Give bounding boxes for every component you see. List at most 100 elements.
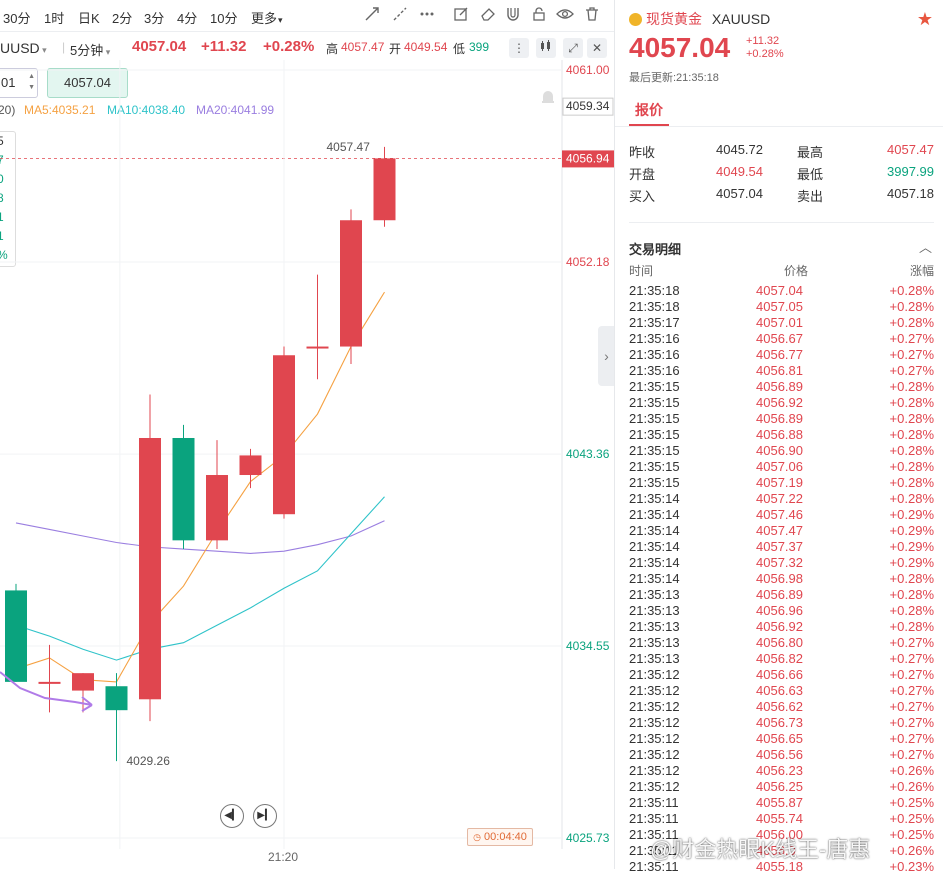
trade-time: 21:35:17 [629, 315, 680, 330]
trade-time: 21:35:16 [629, 331, 680, 346]
trade-row: 21:35:15 4056.90 +0.28% [629, 443, 934, 459]
price-input[interactable]: 4057.04 [47, 68, 128, 98]
candle-style-icon[interactable] [536, 38, 556, 58]
timeframe-10m[interactable]: 10分 [210, 11, 238, 26]
trade-change: +0.27% [889, 731, 934, 746]
trade-change: +0.27% [889, 651, 934, 666]
ma20-legend: MA20:4041.99 [196, 103, 275, 117]
ohlc-tooltip: 5 7 0 8 1 1 % [0, 131, 16, 267]
ma5-legend: MA5:4035.21 [24, 103, 96, 117]
trade-change: +0.27% [889, 667, 934, 682]
lock-icon[interactable] [529, 6, 549, 26]
trade-row: 21:35:13 4056.80 +0.27% [629, 635, 934, 651]
magnet-icon[interactable] [503, 6, 523, 26]
trade-price: 4056.92 [756, 395, 803, 410]
trade-row: 21:35:13 4056.89 +0.28% [629, 587, 934, 603]
trade-time: 21:35:12 [629, 715, 680, 730]
timeframe-30m[interactable]: 30分 [3, 11, 31, 26]
timeframe-daily[interactable]: 日K [78, 11, 100, 26]
divider: | [62, 40, 66, 54]
y-tick-label: 4043.36 [566, 447, 610, 461]
trade-change: +0.27% [889, 699, 934, 714]
y-tick-label: 4061.00 [566, 63, 610, 77]
divider [615, 126, 943, 127]
divider [629, 222, 934, 223]
quantity-stepper[interactable]: 01 ▲ ▼ [0, 68, 38, 98]
more-timeframes-dropdown[interactable]: 更多 [251, 8, 283, 27]
dots-icon[interactable] [417, 6, 437, 26]
candle-countdown: ◷ 00:04:40 [467, 828, 533, 846]
candle-body [273, 355, 295, 515]
alert-bell-icon[interactable] [541, 89, 557, 107]
prev-bar-button[interactable]: ◀▎ [220, 804, 244, 828]
note-icon[interactable] [451, 6, 471, 26]
stepper-arrows[interactable]: ▲ ▼ [28, 73, 35, 91]
trade-change: +0.27% [889, 635, 934, 650]
trade-price: 4055.87 [756, 795, 803, 810]
symbol-dropdown[interactable]: UUSD ▾ [0, 40, 47, 56]
trade-time: 21:35:11 [629, 843, 679, 858]
y-tick-label: 4052.18 [566, 255, 610, 269]
candle-body [306, 346, 329, 349]
trade-price: 4056.92 [756, 619, 803, 634]
favorite-star-icon[interactable]: ★ [916, 9, 933, 29]
trades-title: 交易明细 [629, 242, 682, 257]
trade-time: 21:35:14 [629, 507, 680, 522]
trade-change: +0.27% [889, 347, 934, 362]
trade-row: 21:35:14 4057.46 +0.29% [629, 507, 934, 523]
chevron-up-icon[interactable]: ︿ [918, 240, 932, 255]
chart-toolbar: 30分 1时 日K 2分 3分 4分 10分 更多 [0, 0, 614, 32]
current-price-tag [562, 150, 614, 168]
open-label: 开 [389, 42, 402, 56]
indicator-settings-button[interactable]: ⋮ [509, 38, 529, 58]
trade-time: 21:35:14 [629, 571, 680, 586]
trade-row: 21:35:15 4056.92 +0.28% [629, 395, 934, 411]
ma20-line [15, 520, 385, 554]
eraser-icon[interactable] [478, 6, 498, 26]
ohlc-line: % [0, 246, 15, 265]
trade-change: +0.27% [889, 331, 934, 346]
trade-time: 21:35:12 [629, 731, 680, 746]
eye-icon[interactable] [555, 6, 575, 26]
price-change: +11.32 [201, 38, 247, 55]
candlestick-chart[interactable]: 01 ▲ ▼ 4057.04 20) MA5:4035.21 MA10:4038.… [0, 60, 614, 849]
trash-icon[interactable] [582, 6, 602, 26]
trade-time: 21:35:13 [629, 603, 680, 618]
trade-price: 4056.80 [756, 635, 803, 650]
timeframe-4m[interactable]: 4分 [177, 11, 198, 26]
timeframe-1h[interactable]: 1时 [44, 11, 65, 26]
trade-time: 21:35:15 [629, 475, 680, 490]
trade-price: 4057.04 [756, 283, 803, 298]
timeframe-3m[interactable]: 3分 [144, 11, 165, 26]
candle-body [72, 673, 94, 691]
ray-icon[interactable] [390, 6, 410, 26]
expand-icon[interactable]: ⤢ [563, 38, 583, 58]
trade-change: +0.25% [889, 827, 934, 842]
max-price-label: 4057.47 [327, 140, 371, 154]
trend-line-icon[interactable] [362, 6, 382, 26]
trade-price: 4056.00 [756, 827, 803, 842]
close-icon[interactable]: ✕ [587, 38, 607, 58]
next-bar-button[interactable]: ▶▎ [253, 804, 277, 828]
timeframe-2m[interactable]: 2分 [112, 11, 133, 26]
min-price-label: 4029.26 [127, 754, 171, 768]
trade-row: 21:35:12 4056.25 +0.26% [629, 779, 934, 795]
collapse-panel-button[interactable]: › [598, 326, 615, 386]
y-tick-label: 4025.73 [566, 831, 610, 845]
trade-row: 21:35:12 4056.73 +0.27% [629, 715, 934, 731]
chart-canvas: 4061.00 4059.34 4056.94 4052.18 4043.36 4034.… [0, 60, 614, 849]
y-tick-label: 4056.94 [566, 151, 610, 165]
trade-time: 21:35:15 [629, 443, 680, 458]
candle-body [206, 475, 228, 541]
y-tick-label: 4059.34 [566, 99, 610, 113]
tab-quote[interactable]: 报价 [635, 102, 663, 118]
interval-dropdown[interactable]: 5分钟 ▾ [70, 43, 111, 58]
ohlc-line: 5 [0, 134, 4, 148]
trade-price: 4056.98 [756, 571, 803, 586]
candle-body [38, 681, 61, 684]
trade-row: 21:35:11 4055.74 +0.25% [629, 811, 934, 827]
ohlc-line: 8 [0, 191, 4, 205]
high-label: 高 [326, 42, 339, 56]
trade-change: +0.28% [889, 491, 934, 506]
trade-price: 4057.19 [756, 475, 803, 490]
